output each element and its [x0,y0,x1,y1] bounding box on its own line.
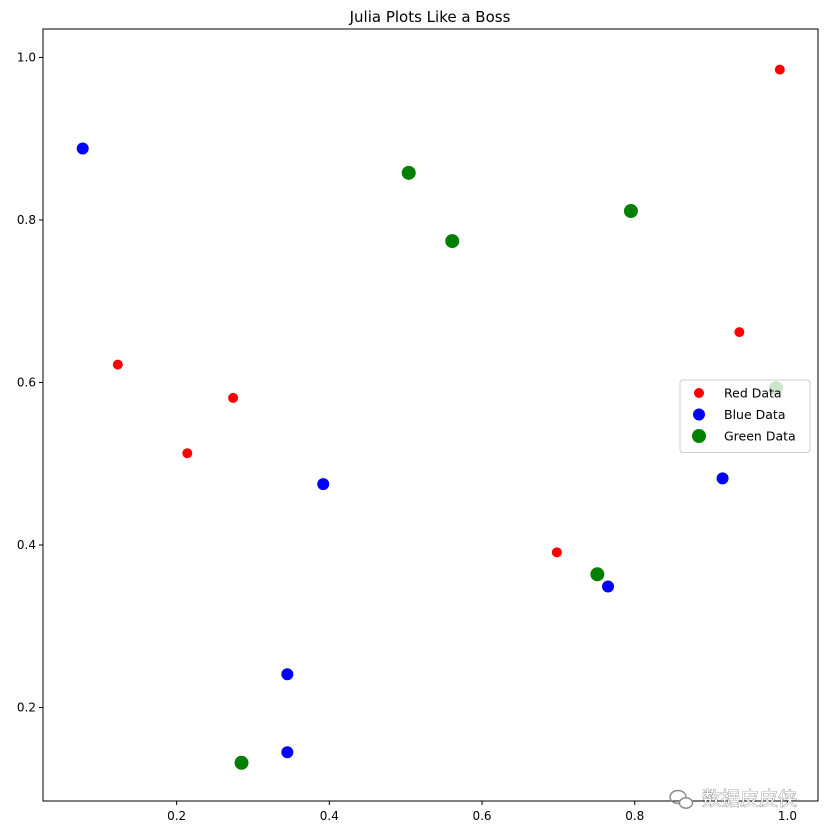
legend-marker [694,388,704,398]
axes-layer: 0.2 0.4 0.6 0.8 1.0 0.2 0.4 0.6 0.8 1.0 [17,50,797,823]
legend-label: Red Data [724,386,782,401]
y-tick-label: 0.6 [17,375,36,389]
y-tick-label: 0.4 [17,538,36,552]
y-tick-label: 0.8 [17,213,36,227]
watermark: 数据皮皮侠 [669,788,797,810]
data-point [734,327,745,338]
data-point [716,472,729,485]
data-point [602,580,615,593]
wechat-icon [669,789,694,809]
series-blue-data [76,142,729,759]
series-green-data [234,165,784,770]
marks-layer [76,64,785,770]
x-tick-label: 0.6 [472,809,491,823]
watermark-text: 数据皮皮侠 [702,788,797,810]
legend: Red Data Blue Data Green Data [679,379,811,453]
y-tick-label: 1.0 [17,50,36,64]
legend-box [679,379,811,453]
data-point [774,64,785,75]
x-tick-label: 0.4 [320,809,339,823]
x-tick-label: 1.0 [778,809,797,823]
data-point [551,547,562,558]
data-point [623,204,638,219]
data-point [182,448,193,459]
data-point [401,165,416,180]
chart-title: Julia Plots Like a Boss [349,8,511,26]
data-point [112,359,123,370]
series-red-data [112,64,785,558]
data-point [234,755,249,770]
x-tick-label: 0.8 [625,809,644,823]
data-point [445,234,460,249]
data-point [281,668,294,681]
data-point [76,142,89,155]
data-point [590,567,605,582]
data-point [317,478,330,491]
y-tick-label: 0.2 [17,701,36,715]
legend-label: Green Data [724,429,796,444]
data-point [281,746,294,759]
x-tick-label: 0.2 [167,809,186,823]
plot-frame [42,28,819,802]
legend-marker [693,408,705,421]
data-point [228,392,239,403]
legend-label: Blue Data [724,407,785,422]
legend-marker [692,429,706,443]
